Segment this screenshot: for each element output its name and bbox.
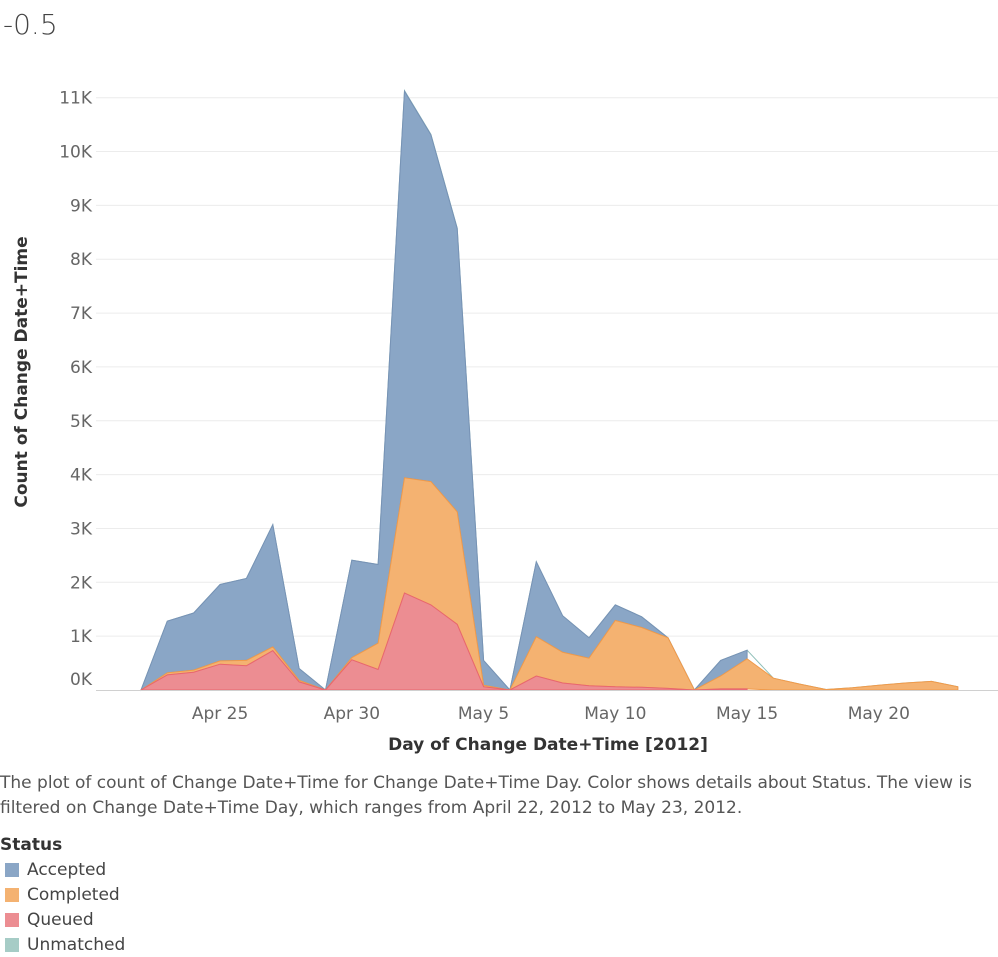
y-tick-label: 5K — [70, 412, 93, 432]
x-tick-label: May 15 — [716, 704, 778, 724]
y-tick-label: 4K — [70, 466, 93, 486]
series-areas — [139, 89, 959, 692]
y-axis-title: Count of Change Date+Time — [12, 236, 32, 507]
y-tick-label: 9K — [70, 196, 93, 216]
y-tick-label: 8K — [70, 250, 93, 270]
legend-item-queued[interactable]: Queued — [0, 907, 125, 932]
y-tick-label: 1K — [70, 627, 93, 647]
y-axis: 0K 1K 2K 3K 4K 5K 6K 7K 8K 9K 10K 11K — [59, 89, 93, 690]
legend: Status Accepted Completed Queued Unmatch… — [0, 835, 125, 957]
x-tick-label: Apr 30 — [324, 704, 380, 724]
legend-label: Queued — [27, 909, 94, 930]
legend-swatch — [5, 887, 19, 902]
legend-title: Status — [0, 835, 63, 855]
y-tick-label: 3K — [70, 519, 93, 539]
x-tick-label: May 10 — [584, 704, 646, 724]
y-tick-label: 7K — [70, 304, 93, 324]
x-tick-label: Apr 25 — [192, 704, 248, 724]
x-axis-title: Day of Change Date+Time [2012] — [388, 735, 708, 755]
legend-swatch — [5, 862, 19, 877]
x-tick-label: May 5 — [458, 704, 509, 724]
y-tick-label: 0K — [70, 670, 93, 690]
chart-caption: The plot of count of Change Date+Time fo… — [0, 773, 973, 818]
area-chart: 0K 1K 2K 3K 4K 5K 6K 7K 8K 9K 10K 11K Apr 25 Apr 30 M… — [12, 89, 998, 755]
grid-lines — [96, 97, 998, 637]
legend-item-completed[interactable]: Completed — [0, 882, 125, 907]
y-tick-label: 6K — [70, 358, 93, 378]
y-tick-label: 10K — [59, 143, 93, 163]
legend-swatch — [5, 937, 19, 952]
y-tick-label: 2K — [70, 573, 93, 593]
legend-label: Completed — [27, 884, 120, 905]
y-tick-label: 11K — [59, 89, 93, 109]
top-value: -0.5 — [3, 8, 58, 41]
x-tick-label: May 20 — [848, 704, 910, 724]
legend-label: Unmatched — [27, 934, 126, 955]
legend-label: Accepted — [27, 859, 107, 880]
x-axis: Apr 25 Apr 30 May 5 May 10 May 15 May 20 — [192, 704, 910, 724]
legend-item-unmatched[interactable]: Unmatched — [0, 932, 125, 957]
legend-swatch — [5, 912, 19, 927]
legend-item-accepted[interactable]: Accepted — [0, 857, 125, 882]
